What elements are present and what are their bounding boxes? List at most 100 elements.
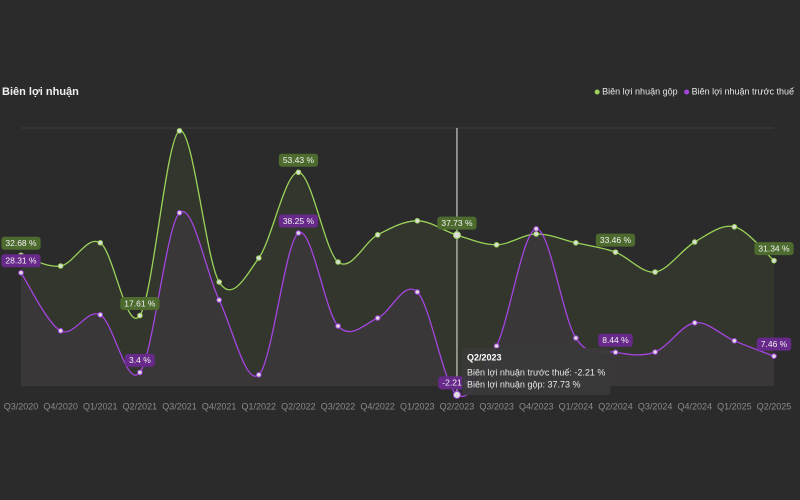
value-label: 8.44 % bbox=[598, 333, 633, 347]
data-point bbox=[137, 312, 143, 319]
data-point bbox=[691, 320, 698, 326]
x-tick-label: Q1/2021 bbox=[83, 401, 118, 411]
value-label-bg bbox=[1, 236, 41, 250]
value-label-bg bbox=[1, 254, 41, 268]
tooltip: Q2/2023 Biên lợi nhuận trước thuế: -2.21 … bbox=[462, 348, 611, 395]
data-point bbox=[612, 249, 619, 255]
value-label-text: 8.44 % bbox=[602, 335, 629, 345]
value-label: 7.46 % bbox=[756, 337, 792, 351]
value-label-text: 3.4 % bbox=[129, 355, 151, 365]
data-point bbox=[216, 297, 222, 303]
data-point bbox=[612, 349, 619, 356]
x-tick-label: Q3/2021 bbox=[162, 401, 197, 411]
data-point bbox=[452, 231, 461, 240]
x-tick-label: Q4/2022 bbox=[360, 401, 395, 411]
value-label: 28.31 % bbox=[1, 254, 41, 268]
data-point bbox=[295, 230, 302, 236]
value-label: 32.68 % bbox=[1, 236, 41, 250]
data-point bbox=[255, 255, 262, 261]
data-point bbox=[452, 390, 461, 399]
data-point bbox=[295, 169, 302, 176]
data-point bbox=[137, 369, 143, 376]
x-tick-label: Q4/2023 bbox=[519, 401, 554, 411]
x-tick-label: Q3/2022 bbox=[321, 401, 356, 411]
legend-marker bbox=[684, 89, 690, 95]
legend-label: Biên lợi nhuận trước thuế bbox=[692, 86, 794, 96]
legend-label: Biên lợi nhuận gộp bbox=[602, 86, 677, 96]
tooltip-line: Biên lợi nhuận trước thuế: -2.21 % bbox=[467, 367, 605, 377]
value-label-bg bbox=[595, 233, 636, 247]
value-label-text: 32.68 % bbox=[5, 238, 37, 248]
value-label-text: 7.46 % bbox=[761, 339, 788, 349]
data-point bbox=[57, 328, 64, 334]
data-point bbox=[374, 315, 381, 321]
data-point bbox=[731, 224, 738, 230]
series-line bbox=[20, 130, 775, 319]
value-label-bg bbox=[278, 153, 319, 167]
data-point bbox=[18, 269, 24, 276]
value-label: 3.4 % bbox=[125, 353, 155, 367]
x-tick-label: Q2/2025 bbox=[757, 401, 792, 411]
value-label-text: -2.21 % bbox=[442, 378, 472, 388]
x-tick-label: Q1/2024 bbox=[559, 401, 594, 411]
x-tick-label: Q4/2021 bbox=[202, 401, 237, 411]
data-point bbox=[57, 263, 64, 269]
x-tick-label: Q1/2022 bbox=[242, 401, 277, 411]
series-line bbox=[20, 210, 775, 398]
x-tick-label: Q4/2020 bbox=[43, 401, 78, 411]
chart-title: Biên lợi nhuận bbox=[2, 86, 79, 98]
data-point bbox=[771, 257, 777, 264]
value-label-bg bbox=[278, 214, 319, 228]
data-point bbox=[691, 239, 698, 245]
data-point bbox=[493, 242, 500, 248]
legend-marker bbox=[594, 89, 600, 95]
value-label-bg bbox=[754, 242, 794, 256]
value-label-text: 33.46 % bbox=[600, 235, 632, 245]
data-point bbox=[176, 128, 183, 134]
x-tick-label: Q2/2023 bbox=[440, 401, 475, 411]
data-point bbox=[652, 349, 658, 355]
data-point bbox=[533, 231, 540, 237]
value-label-text: 28.31 % bbox=[5, 256, 37, 266]
tooltip-line: Biên lợi nhuận gộp: 37.73 % bbox=[467, 379, 580, 389]
x-tick-label: Q1/2023 bbox=[400, 401, 435, 411]
value-label-bg bbox=[598, 333, 633, 347]
data-point bbox=[335, 323, 341, 329]
series-area bbox=[21, 130, 774, 386]
x-tick-label: Q2/2024 bbox=[598, 401, 633, 411]
value-label-text: 17.61 % bbox=[124, 298, 156, 308]
value-label: 38.25 % bbox=[278, 214, 319, 228]
data-point bbox=[533, 226, 540, 232]
data-point bbox=[573, 335, 579, 341]
value-label-text: 53.43 % bbox=[283, 155, 315, 165]
data-point bbox=[493, 343, 500, 349]
data-point bbox=[573, 240, 579, 246]
tooltip-bg bbox=[462, 348, 611, 395]
x-tick-label: Q3/2020 bbox=[4, 401, 39, 411]
data-point bbox=[731, 338, 738, 344]
data-point bbox=[255, 372, 262, 378]
data-point bbox=[97, 312, 104, 318]
data-point bbox=[176, 210, 183, 216]
value-label: 53.43 % bbox=[278, 153, 319, 167]
data-point bbox=[335, 259, 341, 265]
x-tick-label: Q1/2025 bbox=[717, 401, 752, 411]
tooltip-title: Q2/2023 bbox=[467, 352, 502, 362]
value-label: 17.61 % bbox=[120, 297, 160, 311]
x-tick-label: Q4/2024 bbox=[677, 401, 712, 411]
value-label: 33.46 % bbox=[595, 233, 636, 247]
value-label-text: 37.73 % bbox=[441, 218, 473, 228]
value-label-bg bbox=[120, 297, 160, 311]
x-tick-label: Q2/2022 bbox=[281, 401, 316, 411]
value-label-text: 31.34 % bbox=[758, 243, 790, 253]
data-point bbox=[97, 240, 104, 246]
x-tick-label: Q3/2024 bbox=[638, 401, 673, 411]
value-label: 31.34 % bbox=[754, 242, 794, 256]
value-label: 37.73 % bbox=[437, 216, 477, 230]
value-label-bg bbox=[437, 216, 477, 230]
value-label-bg bbox=[756, 337, 792, 351]
value-label-bg bbox=[125, 353, 155, 367]
data-point bbox=[771, 353, 777, 359]
